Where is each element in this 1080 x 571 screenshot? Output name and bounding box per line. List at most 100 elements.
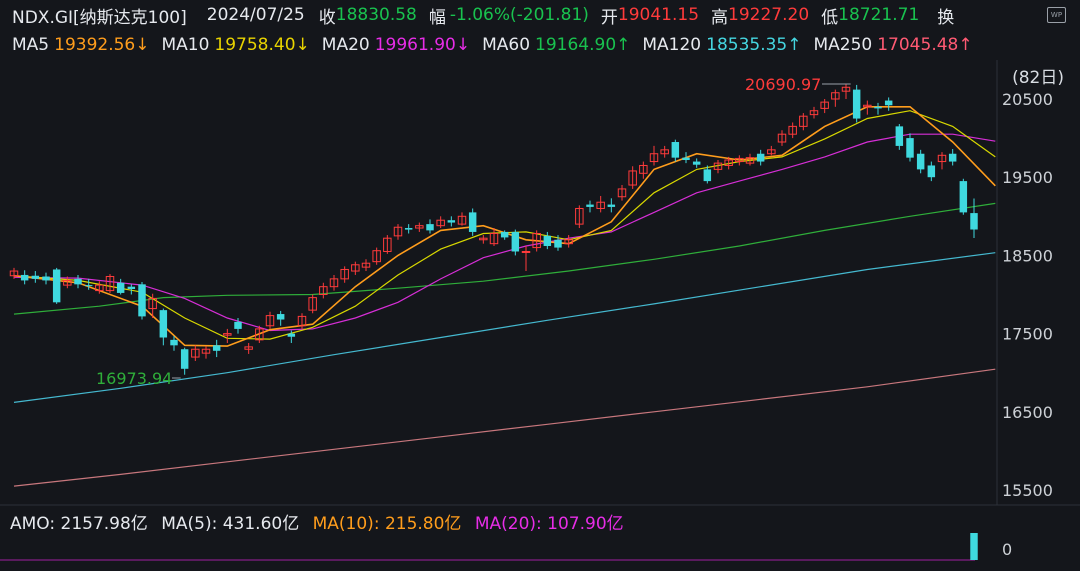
candle-body-down xyxy=(543,235,552,247)
candle-body-up xyxy=(532,233,541,249)
candle-body-down xyxy=(31,275,40,279)
candle-body-down xyxy=(20,274,29,281)
candle-body-up xyxy=(436,219,445,227)
candle-body-up xyxy=(841,86,851,92)
candle-body-up xyxy=(788,125,797,135)
ma5-label: MA5 xyxy=(12,35,50,55)
candle-body-down xyxy=(159,310,168,338)
candle-body-down xyxy=(756,153,765,162)
candle-body-down xyxy=(703,169,712,182)
candle-body-down xyxy=(84,285,93,287)
low-value: 18721.71 xyxy=(838,5,920,25)
low-label: 低 xyxy=(821,7,839,28)
candle-body-up xyxy=(777,133,787,143)
price-tick-label: 17500 xyxy=(1002,325,1053,344)
price-tick-label: 16500 xyxy=(1002,403,1053,422)
candle-body-up xyxy=(255,328,264,341)
candle-body-up xyxy=(489,233,499,245)
symbol-name[interactable]: NDX.GI[纳斯达克100] xyxy=(12,7,187,28)
candle-body-up xyxy=(628,170,637,186)
candle-body-up xyxy=(457,215,467,225)
close-label: 收 xyxy=(318,7,336,28)
candle-body-up xyxy=(361,262,371,268)
candle-body-up xyxy=(649,153,659,163)
ma60-label: MA60 xyxy=(482,35,531,55)
open-label: 开 xyxy=(600,7,618,28)
candle-body-up xyxy=(745,157,755,164)
high-value: 19227.20 xyxy=(728,5,810,25)
candle-body-down xyxy=(42,276,50,281)
candle-body-up xyxy=(340,268,349,280)
price-tick-label: 20500 xyxy=(1002,90,1053,109)
candle-body-down xyxy=(692,161,701,165)
candle-body-up xyxy=(820,101,829,109)
wp-icon[interactable]: WP xyxy=(1047,7,1066,23)
candle-body-up xyxy=(521,250,531,253)
volume-axis-zero: 0 xyxy=(1002,540,1012,559)
candle-body-up xyxy=(9,270,19,277)
candle-body-down xyxy=(74,278,82,285)
candle-body-up xyxy=(617,188,627,198)
candle-body-up xyxy=(383,237,392,252)
candle-body-up xyxy=(735,157,744,163)
candle-body-down xyxy=(426,224,434,231)
candle-body-up xyxy=(660,149,669,155)
vol-ma20-value: MA(20): 107.90亿 xyxy=(474,514,624,534)
candle-body-up xyxy=(809,110,819,116)
candle-body-down xyxy=(287,333,296,337)
candle-body-up xyxy=(265,315,275,327)
candle-body-up xyxy=(393,226,403,237)
candle-body-up xyxy=(564,239,573,245)
ma250-line xyxy=(13,368,996,487)
amo-value: AMO: 2157.98亿 xyxy=(10,514,148,534)
candle-body-down xyxy=(916,153,925,170)
ma5-value: 19392.56↓ xyxy=(54,35,150,55)
ma20-label: MA20 xyxy=(321,35,370,55)
candle-body-down xyxy=(180,349,189,369)
candle-body-up xyxy=(713,162,723,170)
ma250-label: MA250 xyxy=(813,35,873,55)
candle-body-up xyxy=(639,164,648,174)
candle-body-up xyxy=(831,92,840,100)
candle-body-down xyxy=(927,165,936,178)
price-tick-label: 18500 xyxy=(1002,246,1053,265)
candle-body-down xyxy=(468,212,477,232)
candle-body-up xyxy=(95,284,104,292)
candle-body-up xyxy=(479,237,488,241)
price-tick-label: 19500 xyxy=(1002,168,1053,187)
change-value: -1.06%(-201.81) xyxy=(449,5,589,25)
candle-body-down xyxy=(127,286,136,290)
candle-body-down xyxy=(511,231,520,252)
quote-date: 2024/07/25 xyxy=(206,5,305,25)
candle-body-down xyxy=(500,231,509,238)
turnover-label: 换 xyxy=(937,7,955,28)
candle-body-down xyxy=(404,228,413,230)
candle-body-up xyxy=(799,115,808,127)
candle-body-up xyxy=(575,207,584,225)
ma60-line xyxy=(13,202,996,315)
candle-body-down xyxy=(276,314,285,320)
ma20-line xyxy=(13,133,996,332)
candle-body-up xyxy=(351,264,360,272)
period-days-button[interactable]: (82日) xyxy=(1012,68,1064,88)
candle-body-up xyxy=(372,250,381,263)
candle-body-down xyxy=(852,89,861,119)
price-tick-label: 15500 xyxy=(1002,481,1053,500)
candle-body-down xyxy=(948,153,957,162)
candle-body-up xyxy=(415,225,424,229)
low-marker-label: 16973.94 xyxy=(96,369,172,388)
candle-body-up xyxy=(319,286,328,295)
candle-body-down xyxy=(671,142,680,158)
ma120-label: MA120 xyxy=(642,35,702,55)
candle-body-down xyxy=(554,239,562,248)
candle-body-down xyxy=(447,220,456,223)
change-label: 幅 xyxy=(428,7,446,28)
candle-body-down xyxy=(607,204,616,207)
high-marker-label: 20690.97 xyxy=(745,75,821,94)
high-label: 高 xyxy=(711,7,729,28)
candle-body-down xyxy=(682,157,690,160)
close-value: 18830.58 xyxy=(335,5,417,25)
candle-body-up xyxy=(596,201,605,209)
ma120-value: 18535.35↑ xyxy=(706,35,802,55)
